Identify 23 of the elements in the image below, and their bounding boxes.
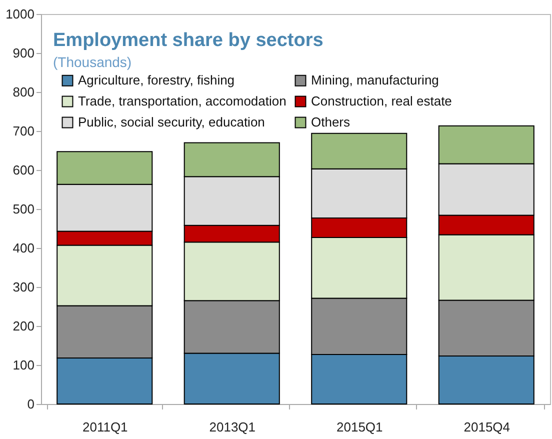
legend-label: Others: [311, 114, 351, 130]
y-tick-label: 200: [12, 318, 34, 334]
y-tick-label: 700: [12, 124, 34, 138]
y-tick-label: 500: [12, 202, 34, 216]
y-tick-label: 400: [12, 240, 34, 256]
legend-label: Agriculture, forestry, fishing: [78, 72, 235, 88]
y-tick-label: 600: [12, 162, 34, 178]
y-tick-label: 100: [12, 358, 34, 372]
y-tick-label: 900: [12, 46, 34, 60]
y-tick-label: 1000: [6, 6, 34, 22]
legend-label: Trade, transportation, accomodation: [78, 94, 286, 108]
x-tick-label: 2011Q1: [82, 420, 128, 434]
text: (Thousands): [53, 54, 132, 70]
legend-label: Public, social security, education: [78, 114, 265, 130]
legend-label: Mining, manufacturing: [311, 72, 439, 88]
x-tick-label: 2015Q1: [336, 420, 383, 434]
y-tick-label: 300: [12, 280, 34, 294]
legend-label: Construction, real estate: [311, 94, 452, 108]
y-tick-label: 0: [27, 396, 34, 412]
x-tick-label: 2013Q1: [209, 420, 256, 434]
x-tick-label: 2015Q4: [464, 420, 510, 434]
y-tick-label: 800: [12, 84, 34, 100]
text: Employment share by sectors: [53, 30, 324, 51]
